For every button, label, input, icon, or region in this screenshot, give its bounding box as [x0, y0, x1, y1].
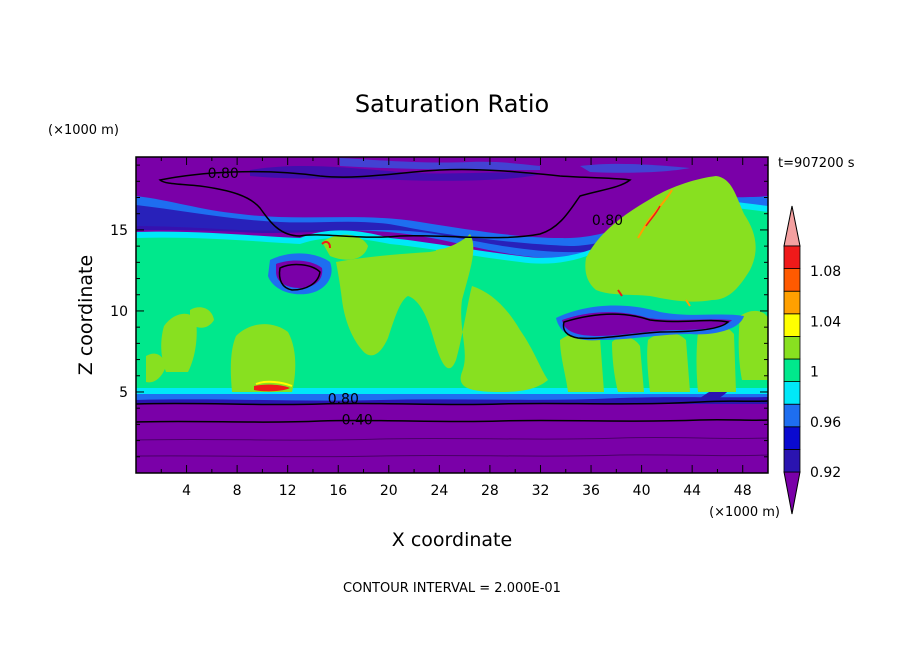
colorbar-bin	[783, 268, 801, 292]
colorbar-label: 1.08	[810, 264, 841, 280]
y-unit-label: (×1000 m)	[48, 123, 119, 138]
x-axis-label: X coordinate	[392, 529, 512, 551]
colorbar-bin	[783, 403, 801, 428]
x-axis: 4 8 12 16 20 24 28 32 36 40 44 48	[160, 157, 752, 499]
y-tick-label: 10	[110, 304, 128, 320]
x-tick-label: 16	[329, 483, 347, 499]
contour-label: 0.80	[328, 391, 359, 407]
colorbar-label: 1	[810, 365, 819, 381]
saturation-field	[136, 157, 768, 473]
contour-interval-note: CONTOUR INTERVAL = 2.000E-01	[343, 581, 561, 596]
colorbar-bin	[783, 290, 801, 315]
x-tick-label: 48	[734, 483, 752, 499]
colorbar-bin	[783, 448, 801, 473]
colorbar-label: 0.92	[810, 465, 841, 481]
colorbar-bin	[783, 358, 801, 383]
colorbar-bin	[783, 313, 801, 337]
colorbar-label: 0.96	[810, 415, 841, 431]
colorbar-bin	[783, 335, 801, 360]
x-tick-label: 4	[182, 483, 191, 499]
chart-title: Saturation Ratio	[355, 90, 549, 118]
x-tick-label: 12	[279, 483, 297, 499]
contour-label: 0.80	[208, 166, 239, 182]
colorbar: 0.92 0.96 1 1.04 1.08	[783, 205, 841, 515]
contour-labels: 0.80 0.80 0.80 0.40	[208, 166, 623, 429]
plot-frame	[135, 156, 769, 474]
x-tick-label: 44	[683, 483, 701, 499]
x-tick-label: 8	[233, 483, 242, 499]
colorbar-extend-low	[783, 471, 801, 515]
contour-label: 0.40	[342, 413, 373, 429]
time-label: t=907200 s	[778, 156, 855, 171]
x-tick-label: 24	[430, 483, 448, 499]
colorbar-label: 1.04	[810, 314, 841, 330]
colorbar-bin	[783, 426, 801, 450]
y-tick-label: 5	[119, 385, 128, 401]
y-tick-label: 15	[110, 223, 128, 239]
contour-label: 0.80	[592, 213, 623, 229]
x-tick-label: 28	[481, 483, 499, 499]
colorbar-bin	[783, 245, 801, 270]
y-axis-label: Z coordinate	[75, 255, 97, 375]
x-tick-label: 36	[582, 483, 600, 499]
x-tick-label: 40	[633, 483, 651, 499]
x-tick-label: 20	[380, 483, 398, 499]
colorbar-bin	[783, 381, 801, 405]
y-axis: 5 10 15	[110, 164, 768, 458]
x-unit-label: (×1000 m)	[709, 505, 780, 520]
colorbar-extend-high	[783, 205, 801, 247]
x-tick-label: 32	[532, 483, 550, 499]
